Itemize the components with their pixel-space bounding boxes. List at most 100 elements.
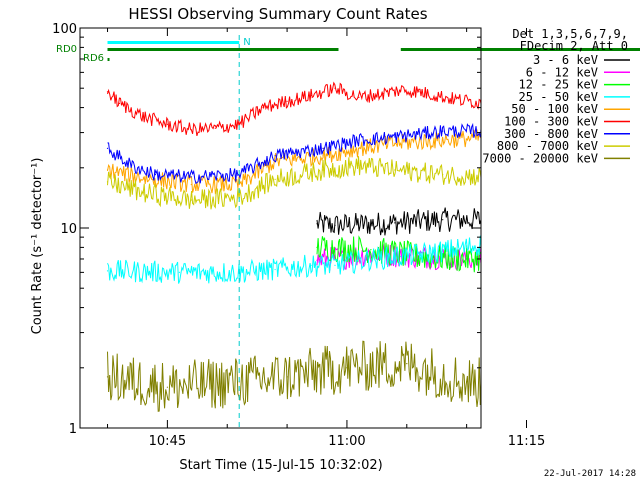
series-3-point-9	[466, 246, 468, 248]
series-4-point-6	[358, 147, 360, 149]
legend-label-1: 6 - 12 keV	[526, 65, 598, 79]
series-4-point-8	[442, 139, 444, 141]
series-8-point-0	[106, 376, 109, 378]
series-3-point-5	[334, 264, 336, 266]
series-7-point-6	[358, 165, 360, 167]
series-6-point-9	[442, 130, 444, 132]
series-2-point-2	[418, 255, 420, 258]
series-6-point-7	[358, 139, 360, 141]
series-0-point-6	[610, 222, 611, 223]
chart-title: HESSI Observing Summary Count Rates	[128, 5, 427, 23]
series-2-point-4	[538, 252, 539, 253]
series-1-point-0	[316, 259, 318, 261]
legend-label-7: 800 - 7000 keV	[497, 139, 598, 153]
series-6-point-1	[130, 165, 133, 167]
series-5-point-7	[262, 107, 264, 109]
series-3-point-0	[106, 270, 109, 272]
series-line-8	[107, 340, 481, 412]
series-4-point-7	[394, 142, 396, 144]
x-tick-label-2: 11:15	[508, 434, 545, 449]
x-axis-label: Start Time (15-Jul-15 10:32:02)	[179, 458, 382, 473]
series-3-point-8	[430, 252, 432, 254]
legend-title-line1: Det 1,3,5,6,7,9,	[512, 27, 628, 41]
series-8-point-6	[466, 381, 468, 383]
series-5-point-15	[454, 98, 456, 100]
series-8-point-4	[346, 367, 348, 369]
series-0-point-3	[442, 219, 444, 221]
flag-rd0-bar-1	[400, 48, 640, 51]
series-7-point-11	[586, 180, 587, 181]
legend-label-8: 7000 - 20000 keV	[482, 151, 598, 165]
series-5-point-5	[214, 127, 216, 129]
series-4-point-9	[490, 136, 491, 137]
series-5-point-10	[334, 87, 336, 89]
series-1-point-5	[610, 257, 611, 258]
series-6-point-10	[490, 131, 491, 132]
x-tick-label-1: 11:00	[328, 434, 365, 449]
series-3-point-4	[310, 264, 312, 266]
data-layer	[106, 81, 623, 412]
series-5-point-2	[142, 116, 144, 118]
series-6-point-8	[394, 136, 396, 138]
series-3-point-1	[178, 271, 180, 273]
series-4-point-3	[238, 183, 240, 186]
series-0-point-4	[490, 219, 491, 220]
series-1-point-4	[538, 262, 539, 263]
series-3-point-10	[502, 240, 503, 241]
series-5-point-0	[106, 91, 109, 93]
series-6-point-3	[190, 176, 192, 178]
series-7-point-8	[442, 174, 444, 176]
series-5-point-13	[400, 89, 402, 91]
series-2-point-3	[466, 258, 468, 260]
series-3-point-12	[562, 241, 563, 242]
y-tick-label-2: 100	[52, 22, 77, 37]
series-4-point-0	[106, 169, 109, 171]
series-line-3	[107, 235, 481, 284]
series-7-point-0	[106, 181, 109, 183]
flag-rd6-tick	[107, 58, 110, 61]
flag-layer: RD0 RD6 N	[56, 35, 640, 428]
series-8-point-7	[526, 387, 527, 388]
series-7-point-7	[394, 169, 396, 171]
series-8-point-5	[406, 363, 408, 365]
flag-rd0-bar-0	[107, 48, 339, 51]
series-8-point-8	[586, 376, 587, 377]
series-5-point-1	[118, 102, 121, 104]
series-3-point-13	[610, 245, 611, 246]
series-8-point-1	[166, 386, 168, 388]
series-5-point-12	[382, 93, 384, 95]
series-line-2	[316, 235, 481, 273]
series-7-point-4	[274, 178, 276, 180]
legend-label-3: 25 - 50 keV	[519, 90, 598, 104]
series-3-point-11	[538, 235, 539, 236]
legend-label-0: 3 - 6 keV	[533, 53, 598, 67]
series-line-0	[316, 207, 481, 236]
series-line-5	[107, 81, 481, 137]
plot-timestamp: 22-Jul-2017 14:28	[544, 469, 636, 479]
series-2-point-5	[610, 258, 611, 259]
series-5-point-16	[502, 105, 503, 106]
series-7-point-9	[490, 176, 491, 177]
series-2-point-1	[370, 249, 372, 251]
series-5-point-11	[358, 96, 360, 98]
series-0-point-0	[316, 223, 318, 225]
flag-label-rd0: RD0	[56, 44, 77, 55]
y-tick-label-0: 1	[69, 422, 77, 437]
legend-title-line2: FDecim 2, Att 0	[520, 39, 628, 53]
series-6-point-0	[106, 147, 109, 149]
series-5-point-14	[418, 91, 420, 93]
series-7-point-2	[190, 199, 192, 201]
series-5-point-20	[622, 122, 623, 123]
series-line-6	[107, 122, 481, 185]
series-2-point-0	[316, 246, 318, 248]
legend-label-6: 300 - 800 keV	[504, 127, 598, 141]
series-3-point-6	[370, 258, 372, 260]
legend: Det 1,3,5,6,7,9, FDecim 2, Att 0 3 - 6 k…	[482, 27, 630, 165]
series-3-point-3	[274, 268, 276, 271]
y-tick-label-1: 10	[60, 222, 77, 237]
legend-label-5: 100 - 300 keV	[504, 115, 598, 129]
legend-label-4: 50 - 100 keV	[511, 102, 598, 116]
series-line-1	[316, 244, 481, 272]
series-6-point-2	[154, 174, 156, 176]
